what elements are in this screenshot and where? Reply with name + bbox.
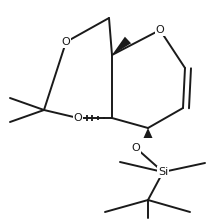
Polygon shape — [143, 128, 153, 138]
Text: O: O — [62, 37, 70, 47]
Text: O: O — [156, 25, 164, 35]
Text: O: O — [132, 143, 140, 153]
Text: Si: Si — [158, 167, 168, 177]
Text: O: O — [74, 113, 82, 123]
Polygon shape — [112, 37, 131, 55]
